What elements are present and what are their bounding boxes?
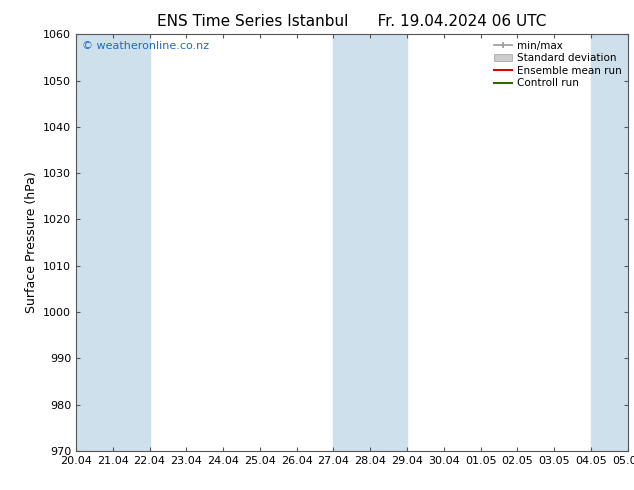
Title: ENS Time Series Istanbul      Fr. 19.04.2024 06 UTC: ENS Time Series Istanbul Fr. 19.04.2024 … [157, 14, 547, 29]
Bar [76, 34, 113, 451]
Bar [370, 34, 407, 451]
Y-axis label: Surface Pressure (hPa): Surface Pressure (hPa) [25, 172, 37, 314]
Bar [333, 34, 370, 451]
Legend: min/max, Standard deviation, Ensemble mean run, Controll run: min/max, Standard deviation, Ensemble me… [491, 37, 624, 92]
Text: © weatheronline.co.nz: © weatheronline.co.nz [82, 41, 209, 50]
Bar [113, 34, 150, 451]
Bar [591, 34, 628, 451]
